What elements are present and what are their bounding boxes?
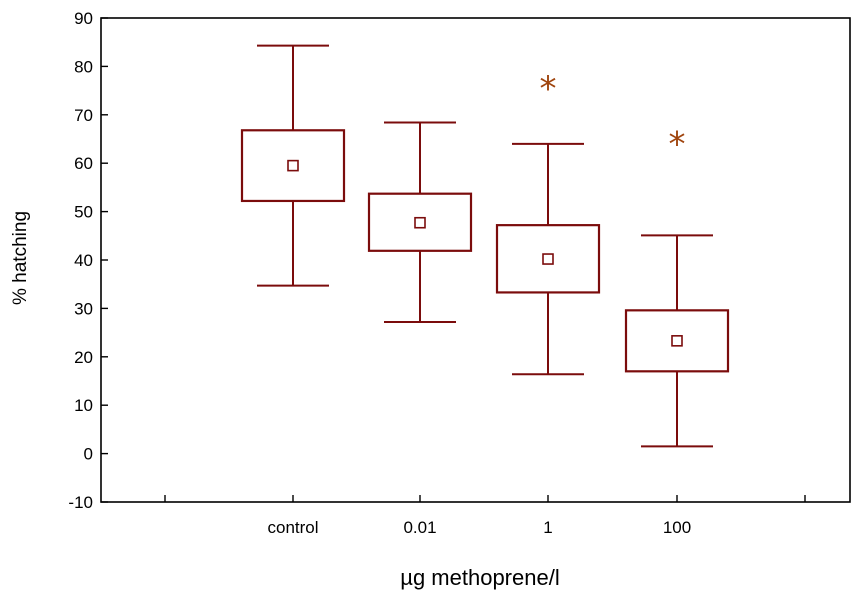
box-iqr [495,224,601,294]
center-marker [542,253,554,265]
significance-asterisk: * [540,69,557,109]
center-marker [287,159,299,172]
y-tick-label: 90 [74,9,93,28]
y-tick-label: 70 [74,106,93,125]
y-tick-label: 0 [84,445,93,464]
y-tick-label: 80 [74,57,93,76]
plot-border [100,17,851,503]
y-tick-label: 60 [74,154,93,173]
y-tick-label: 40 [74,251,93,270]
box-100 [624,234,730,448]
significance-asterisk: * [669,124,686,164]
center-marker [414,216,426,229]
y-tick-label: 10 [74,396,93,415]
y-tick-label: 50 [74,203,93,222]
box-iqr [240,129,346,203]
y-tick-label: -10 [68,493,93,512]
significance-markers: ** [540,69,686,165]
box-control [240,44,346,287]
plot-frame [100,17,851,503]
x-tick-label: 1 [543,518,552,537]
box-1 [495,142,601,376]
x-tick-label: 0.01 [403,518,436,537]
y-axis-title: % hatching [10,211,31,305]
y-axis: -10 0 10 20 30 40 50 60 70 80 90 [68,9,108,512]
box-iqr [624,309,730,373]
center-marker [671,335,683,347]
x-axis-title: µg methoprene/l [400,565,559,590]
y-tick-label: 20 [74,348,93,367]
y-tick-label: 30 [74,299,93,318]
x-axis: control 0.01 1 100 [164,495,806,537]
box-0.01 [367,121,473,323]
x-tick-label: 100 [663,518,691,537]
x-tick-label: control [267,518,318,537]
boxes [240,44,730,448]
box-iqr [367,192,473,252]
